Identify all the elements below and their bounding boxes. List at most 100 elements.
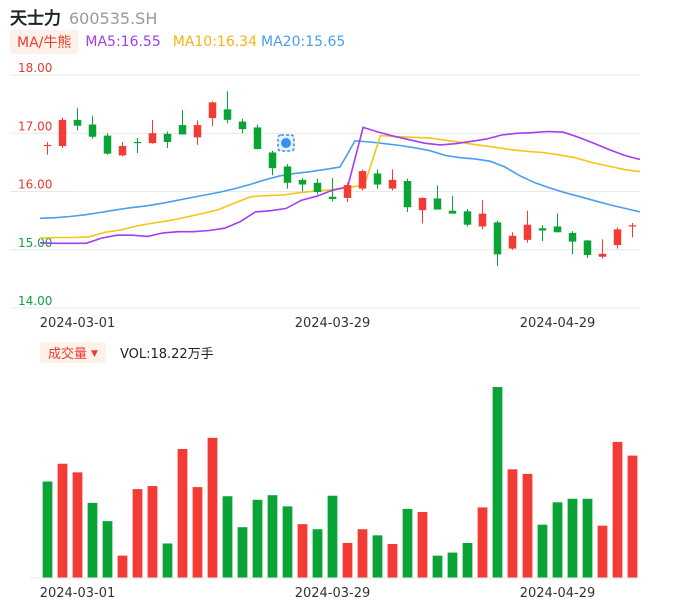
volume-bar <box>327 495 338 578</box>
price-x-axis: 2024-03-01 2024-03-29 2024-04-29 <box>40 316 596 331</box>
candle <box>433 185 442 210</box>
candle <box>163 131 172 148</box>
candle-body <box>103 135 112 154</box>
candle <box>598 239 607 259</box>
candle <box>523 210 532 243</box>
candle <box>328 178 337 202</box>
candle <box>493 220 502 267</box>
candle-body <box>283 166 292 183</box>
volume-bars <box>30 387 640 579</box>
ma10-value: MA10:16.34 <box>172 34 258 50</box>
candle <box>373 169 382 189</box>
ma10-line <box>39 134 641 239</box>
candle <box>208 101 217 127</box>
volume-bar <box>357 529 368 578</box>
candle <box>388 169 397 191</box>
candle-body <box>343 185 352 198</box>
candle <box>463 208 472 227</box>
candle-body <box>58 119 67 147</box>
candle <box>448 196 457 214</box>
y-tick-label: 18.00 <box>18 61 52 75</box>
candle-body <box>583 240 592 255</box>
candle <box>133 137 142 154</box>
candle-body <box>448 210 457 214</box>
candle <box>403 178 412 212</box>
volume-bar <box>207 437 218 578</box>
volume-bar <box>432 555 443 578</box>
candle <box>628 222 637 238</box>
candle-body <box>73 119 82 126</box>
volume-bar <box>597 525 608 578</box>
y-tick-label: 16.00 <box>18 178 52 192</box>
candle-body <box>613 229 622 246</box>
x-tick-label: 2024-03-01 <box>40 316 116 331</box>
candle-body <box>523 224 532 240</box>
candle <box>238 118 247 134</box>
candle-body <box>328 196 337 200</box>
candle <box>148 119 157 144</box>
candle <box>283 164 292 189</box>
candle-body <box>463 211 472 225</box>
volume-bar <box>147 486 158 578</box>
candle-body <box>178 125 187 135</box>
stock-name: 天士力 <box>10 9 61 29</box>
volume-bar <box>372 535 383 578</box>
volume-bar <box>627 455 638 578</box>
y-tick-label: 15.00 <box>18 236 52 250</box>
volume-bar <box>342 542 353 578</box>
candle <box>583 239 592 258</box>
candle <box>253 124 262 150</box>
volume-bar <box>297 524 308 578</box>
volume-bar <box>42 481 53 578</box>
volume-bar <box>162 543 173 578</box>
volume-bar <box>237 527 248 578</box>
candle-body <box>553 226 562 233</box>
candle <box>178 109 187 135</box>
candle-body <box>418 197 427 211</box>
candle <box>553 213 562 233</box>
candle <box>118 141 127 157</box>
x-tick-label: 2024-03-29 <box>295 586 371 601</box>
volume-value: VOL:18.22万手 <box>119 346 214 362</box>
ma-type-selector[interactable]: MA/牛熊 <box>10 30 79 54</box>
ma-legend: MA/牛熊 MA5:16.55 MA10:16.34 MA20:15.65 <box>10 30 345 54</box>
volume-bar <box>522 473 533 578</box>
candle <box>568 231 577 255</box>
candle <box>418 197 427 224</box>
volume-bar <box>177 448 188 578</box>
price-grid <box>10 74 640 309</box>
volume-bar <box>132 489 143 578</box>
volume-indicator-selector[interactable]: 成交量 ▼ <box>40 341 106 363</box>
volume-bar <box>57 463 68 578</box>
price-y-axis: 18.00 17.00 16.00 15.00 14.00 <box>18 61 52 308</box>
volume-x-axis: 2024-03-01 2024-03-29 2024-04-29 <box>40 586 596 601</box>
volume-bar <box>462 542 473 578</box>
candle-body <box>253 127 262 149</box>
volume-bar <box>417 511 428 578</box>
candle-body <box>403 181 412 208</box>
candle <box>223 91 232 124</box>
candle-body <box>208 102 217 119</box>
event-marker-icon[interactable] <box>277 134 295 152</box>
candle-body <box>298 179 307 185</box>
ma20-line <box>39 139 641 220</box>
candle-body <box>118 146 127 156</box>
candle-body <box>493 222 502 255</box>
candle <box>358 169 367 191</box>
y-tick-label: 14.00 <box>18 294 52 308</box>
candle <box>538 225 547 242</box>
candle <box>73 108 82 131</box>
volume-bar <box>267 495 278 578</box>
candle <box>268 150 277 176</box>
candle-body <box>238 121 247 130</box>
candle-body <box>148 133 157 144</box>
candle-body <box>433 198 442 210</box>
volume-bar <box>552 502 563 578</box>
stock-header: 天士力 600535.SH <box>10 4 157 29</box>
candle-body <box>373 173 382 185</box>
candle-body <box>538 228 547 231</box>
candle <box>43 141 52 155</box>
volume-legend: 成交量 ▼ VOL:18.22万手 <box>40 341 214 363</box>
volume-bar <box>282 506 293 578</box>
